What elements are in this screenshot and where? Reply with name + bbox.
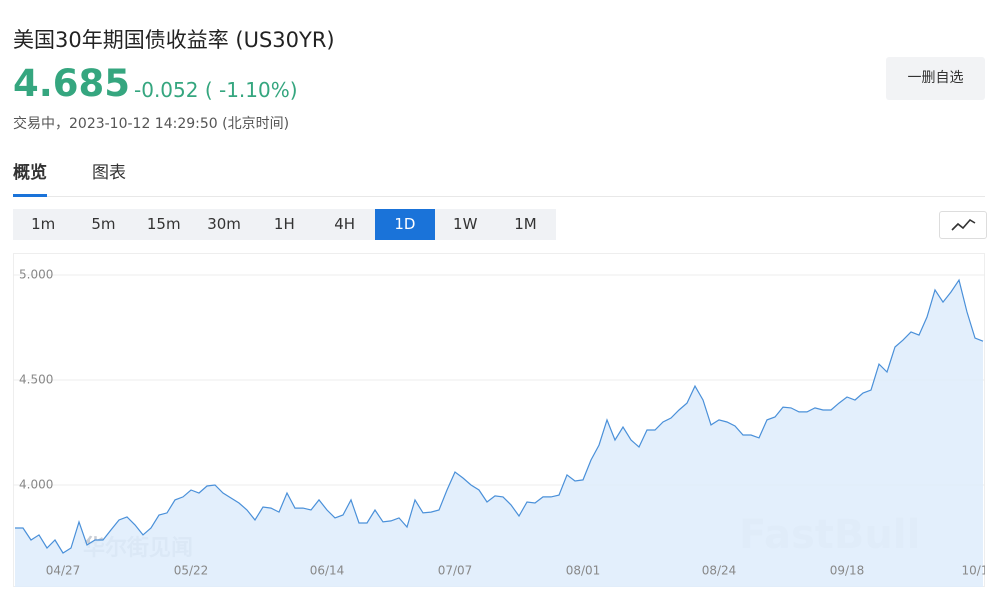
y-tick-label: 4.000 (19, 477, 53, 491)
x-tick-label: 04/27 (46, 564, 81, 578)
icon (951, 218, 976, 231)
interval-button[interactable]: 1M (514, 215, 537, 233)
interval-button[interactable]: 1W (453, 215, 478, 233)
interval-button[interactable]: 5m (91, 215, 116, 233)
area (15, 280, 983, 587)
x-tick-label: 08/01 (566, 564, 601, 578)
x-tick-label: 10/1 (962, 564, 985, 578)
interval-bar: 1m 5m 15m 30m 1H 4H 1D 1W 1M (13, 209, 556, 240)
x-tick-label: 06/14 (310, 564, 345, 578)
interval-button[interactable]: 30m (207, 215, 241, 233)
x-tick-label: 05/22 (174, 564, 209, 578)
tab[interactable]: 概览 (13, 158, 47, 197)
x-tick-label: 07/07 (438, 564, 473, 578)
line (15, 278, 984, 554)
y-tick-label: 5.000 (19, 268, 53, 282)
interval-button[interactable]: 1H (273, 215, 295, 233)
title: 美国30年期国债收益率 (US30YR) (13, 28, 335, 52)
price: 4.685 (13, 62, 131, 105)
chart: 4.0004.5005.000华尔街见闻FastBull04/2705/2206… (13, 253, 985, 587)
interval-button[interactable]: 1D (374, 209, 436, 240)
interval-button[interactable]: 4H (334, 215, 356, 233)
tabs: 概览 图表 (13, 158, 985, 197)
change: -0.052 ( -1.10%) (134, 78, 298, 102)
watchlist-button[interactable]: 一删自选 (886, 57, 985, 100)
interval-button[interactable]: 1m (31, 215, 56, 233)
status: 交易中，2023-10-12 14:29:50 (北京时间) (13, 116, 290, 132)
y-tick-label: 4.500 (19, 373, 53, 387)
tab[interactable]: 图表 (92, 163, 126, 183)
x-tick-label: 09/18 (830, 564, 865, 578)
x-tick-label: 08/24 (702, 564, 737, 578)
interval-button[interactable]: 15m (146, 215, 181, 233)
chart-type-button[interactable] (939, 211, 987, 239)
